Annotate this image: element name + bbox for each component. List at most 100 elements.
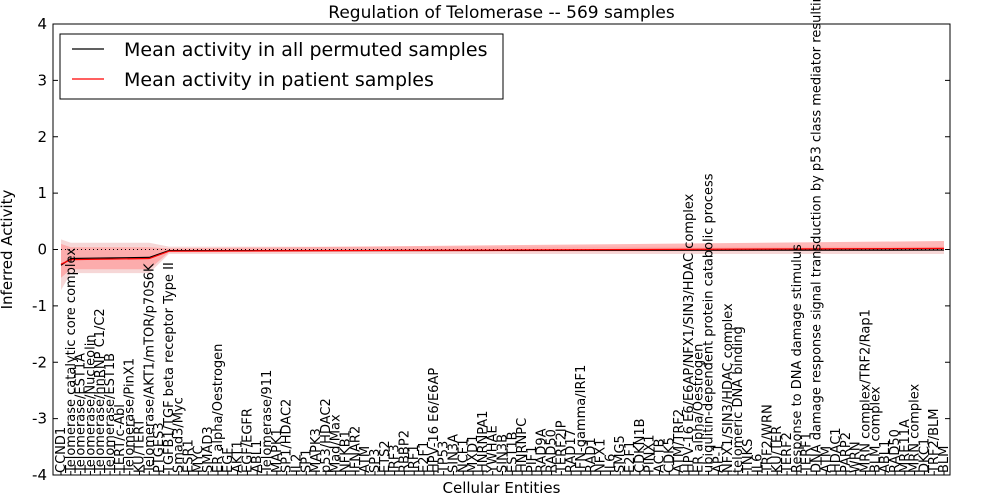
x-tick-label: IL2 (289, 454, 304, 473)
x-tick-label: Telomerase catalytic core complex (64, 248, 79, 474)
y-tick-label: 3 (37, 71, 47, 89)
x-tick-label: ubiquitin-dependent protein catabolic pr… (702, 173, 717, 473)
x-tick-label: TERF1 (800, 432, 815, 474)
y-tick-label: 2 (37, 128, 47, 146)
x-tick-label: TNKS (741, 439, 756, 474)
x-tick-label: MRE11A (898, 419, 913, 473)
y-tick-label: -4 (32, 466, 47, 484)
x-tick-label: IRF3 (388, 444, 403, 473)
x-tick-label: EGF (221, 447, 236, 473)
x-tick-label: NFKB1 (339, 430, 354, 473)
x-tick-label: RAD50 (888, 429, 903, 473)
x-tick-label: PARP2 (839, 432, 854, 473)
x-tick-label: RAD9A (535, 428, 550, 473)
x-tick-label: NCF1 (456, 438, 471, 473)
x-tick-label: SP1 (299, 449, 314, 473)
y-tick-label: -2 (32, 353, 47, 371)
series-line-1 (60, 247, 945, 265)
x-tick-label: TRF2/BLM (927, 409, 942, 474)
x-tick-label: Response to DNA damage stimulus (790, 244, 805, 473)
x-tick-label: E2F1 (417, 441, 432, 473)
x-tick-label: Telomerase/911 (260, 370, 275, 474)
x-tick-label: TERF2IP (554, 420, 569, 474)
x-tick-label: ABL1 (878, 440, 893, 473)
x-tick-label: p53/HDAC2 (319, 398, 334, 473)
x-tick-label: IL6 (603, 454, 618, 473)
x-tick-label: DKC1 (917, 438, 932, 473)
x-tick-label: PINX1 (643, 434, 658, 473)
x-tick-label: MAPK1 (270, 428, 285, 473)
x-tick-label: BLM (937, 446, 952, 473)
x-tick-label: Telomerase/AKT1/mTOR/p70S6K (142, 263, 157, 474)
x-tick-label: Smad3/Myc (172, 397, 187, 473)
x-tick-label: MXD1 (466, 435, 481, 473)
x-tick-label: SMAD3 (201, 426, 216, 473)
x-tick-label: Telomerase/hnRNP C1/C2 (93, 308, 108, 474)
x-tick-label: RAD1 (584, 437, 599, 473)
x-tick-label: IRF1 (407, 444, 422, 473)
x-tick-label: PTGES3 (152, 422, 167, 473)
x-tick-label: DNA damage response signal transduction … (809, 0, 824, 473)
x-tick-label: RBBP2 (397, 430, 412, 473)
x-tick-label: RAD50 (545, 429, 560, 473)
x-tick-label: AP-1 (711, 444, 726, 473)
x-tick-label: IFN-gamma/IRF1 (574, 365, 589, 473)
x-tick-label: telomeric DNA binding (731, 326, 746, 473)
x-axis-label: Cellular Entities (443, 479, 561, 497)
x-tick-label: MRN complex (908, 383, 923, 473)
x-tick-label: IFNAR2 (348, 426, 363, 473)
x-tick-label: SMG5 (613, 435, 628, 473)
x-tick-label: EGF/EGFR (240, 408, 255, 473)
legend: Mean activity in all permuted samples Me… (59, 33, 504, 100)
x-tick-label: HPV-16 E6/E6AP/NFX1/SIN3/HDAC complex (682, 193, 697, 473)
legend-label-permuted: Mean activity in all permuted samples (124, 39, 487, 61)
x-tick-label: EST1B (505, 431, 520, 473)
x-tick-label: NFX1/SIN3/HDAC complex (721, 303, 736, 473)
x-tick-label: SP1/HDAC2 (280, 399, 295, 473)
y-axis-label: Inferred Activity (0, 189, 16, 309)
x-tick-label: ATM (358, 446, 373, 473)
x-tick-label: BLM complex (868, 386, 883, 473)
x-tick-label: ACTB (652, 438, 667, 473)
x-tick-label: MRN complex/TRF2/Rap1 (859, 309, 874, 473)
x-tick-label: KU/TERT (132, 419, 147, 473)
series-lines (60, 247, 945, 266)
x-tick-label: Telomerase/PinX1 (123, 358, 138, 474)
x-tick-label: MYC (191, 445, 206, 473)
legend-box (59, 33, 504, 100)
y-tick-label: -3 (32, 410, 47, 428)
x-tick-label: CDKN1B (633, 418, 648, 473)
x-tick-label: ATM (819, 446, 834, 473)
x-tick-label: MAPK3 (309, 428, 324, 473)
x-tick-label: KU/TER (770, 426, 785, 473)
x-tick-label: TERF2 (780, 432, 795, 474)
x-tick-label: WRN (849, 441, 864, 473)
x-tick-label: Telomerase/EST1A (74, 353, 89, 474)
x-tick-label: RAD17 (564, 429, 579, 473)
x-tick-label: ER alpha/Oestrogen (692, 344, 707, 473)
x-tick-label: ESR1 (182, 439, 197, 473)
x-tick-label: TERT/c-Abl (113, 404, 128, 474)
x-tick-label: NFX1 (594, 439, 609, 473)
x-tick-label: Mad/Max (329, 414, 344, 473)
y-tick-label: 4 (37, 15, 47, 33)
chart-title: Regulation of Telomerase -- 569 samples (328, 3, 675, 23)
x-tick-label: SIN3B (496, 434, 511, 473)
x-tick-label: E2F1 (623, 441, 638, 473)
legend-label-patient: Mean activity in patient samples (124, 69, 434, 91)
x-tick-label: HDAC1 (829, 427, 844, 473)
x-tick-label: IL6 (751, 454, 766, 473)
x-tick-label: TGFB1/TGF beta receptor Type II (162, 262, 177, 474)
x-tick-label: ATM/TRF2 (672, 409, 687, 473)
plot-frame (52, 23, 951, 476)
y-tick-label: 0 (37, 241, 47, 259)
x-tick-label: SP3 (368, 449, 383, 473)
x-tick-label: HNRNPC (515, 418, 530, 473)
x-tick-label: SIN3A (446, 434, 461, 473)
x-tick-label: ER alpha/Oestrogen (211, 344, 226, 473)
y-tick-label: 1 (37, 184, 47, 202)
x-tick-label: YWHAE (486, 425, 501, 474)
x-tick-label: Telomerase/EST1B (103, 353, 118, 474)
x-tick-label: ETS2 (378, 440, 393, 473)
